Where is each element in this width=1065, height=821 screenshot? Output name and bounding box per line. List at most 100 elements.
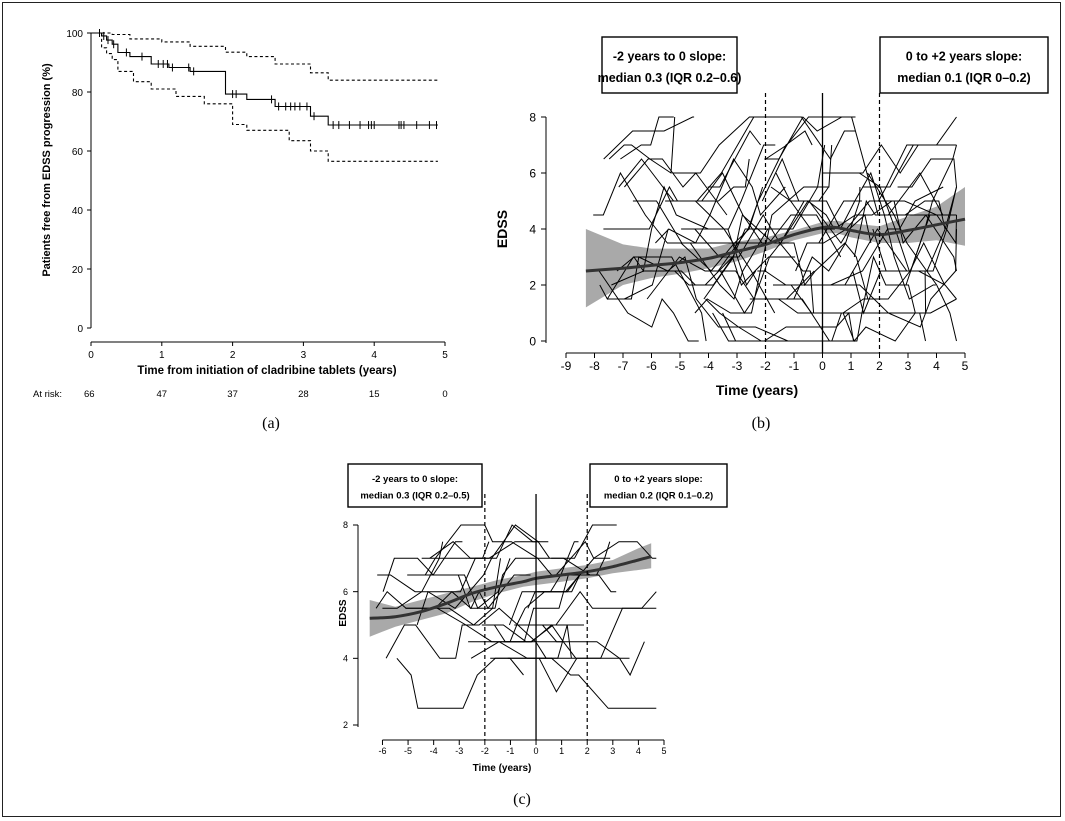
panel-b-patient-trajectory [765,116,856,160]
panel-c-patient-trajectory [385,607,547,659]
panel-b-ytick-label: 4 [529,222,536,236]
a-at-risk-value: 47 [157,389,168,400]
panel-c-patient-trajectory [490,657,657,709]
c-ylabel: EDSS [338,599,349,627]
panel-c-patient-trajectory [382,541,463,592]
panel-c-annotation-right-line1: 0 to +2 years slope: [614,474,702,485]
panel-b-patient-trajectory [761,157,936,300]
a-ytick-label: 80 [72,88,84,99]
panel-c-patient-trajectory [508,541,579,626]
panel-c-patient-trajectory [457,541,611,609]
panel-c-patient-trajectory [416,524,551,626]
a-at-risk-value: 66 [84,389,95,400]
a-ylabel: Patients free from EDSS progression (%) [41,63,53,277]
panel-b-patient-trajectory [655,157,786,244]
a-ytick-label: 60 [72,147,84,158]
panel-b-xtick-label: -3 [732,359,743,373]
a-at-risk-value: 37 [227,389,238,400]
panel-b-xtick-label: -8 [589,359,600,373]
panel-c-xtick-label: -3 [455,746,463,756]
panel-b-xtick-label: 0 [819,359,826,373]
panel-b-xtick-label: -1 [789,359,800,373]
panel-c-xtick-label: -5 [404,746,412,756]
panel-b-patient-trajectory [672,116,856,174]
b-xlabel: Time (years) [716,382,798,398]
panel-b-annotation-left-line2: median 0.3 (IQR 0.2–0.6) [598,71,742,85]
panel-b-xtick-label: 1 [848,359,855,373]
a-at-risk-value: 28 [298,389,309,400]
panel-c-patient-trajectory [507,624,572,659]
a-ytick-label: 100 [66,29,83,40]
panel-b-xtick-label: 4 [933,359,940,373]
panel-c-ytick-label: 2 [343,720,348,730]
panel-b-patient-trajectory [593,171,668,244]
panel-b-patient-trajectory [749,255,916,342]
panel-b-annotation-right [879,36,1049,94]
panel-b-annotation-right-line2: median 0.1 (IQR 0–0.2) [897,71,1030,85]
panel-b-mean-curve [585,217,966,273]
panel-b-patient-trajectory [703,214,869,300]
panel-b-xtick-label: 3 [905,359,912,373]
panel-c-annotation-right-line2: median 0.2 (IQR 0.1–0.2) [604,490,713,501]
panel-b-ytick-label: 8 [529,110,536,124]
panel-b-xtick-label: 2 [876,359,883,373]
panel-b-patient-trajectory [681,228,757,287]
c-xlabel: Time (years) [473,763,532,774]
a-ci-line [91,32,438,162]
panel-b-patient-trajectory [624,228,669,300]
panel-b-patient-trajectory [793,186,861,300]
panel-c-xtick-label: -1 [506,746,514,756]
panel-b-patient-trajectory [705,298,850,342]
panel-c-patient-trajectory [375,574,531,610]
panel-c-ytick-label: 4 [343,654,348,664]
a-ytick-label: 40 [72,206,84,217]
a-at-risk-label: At risk: [33,389,62,400]
panel-c-xtick-label: 2 [585,746,590,756]
a-xtick-label: 2 [230,350,236,361]
panel-b-xtick-label: -6 [646,359,657,373]
panel-c-patient-trajectory [538,591,657,693]
a-at-risk-value: 0 [442,389,447,400]
panel-b-patient-trajectory [853,199,957,272]
a-xtick-label: 4 [371,350,377,361]
panel-c-annotation-left-line1: -2 years to 0 slope: [372,474,458,485]
a-xtick-label: 3 [301,350,307,361]
panel-b-trajectories [593,116,957,342]
panel-b-patient-trajectory [831,228,957,328]
panel-b-ytick-label: 2 [529,278,536,292]
panel-b-xtick-label: 5 [962,359,969,373]
panel-c-patient-trajectory [551,524,617,559]
panel-b-patient-trajectory [821,144,919,174]
panel-c-patient-trajectory [396,657,524,709]
panel-b-patient-trajectory [665,158,750,202]
panel-b-patient-trajectory [712,312,842,342]
panel-c-xtick-label: 5 [661,746,666,756]
panel-c-annotation-left [347,463,483,508]
panel-c-mean-curve [369,555,652,620]
panel-b-annotation-left [601,36,738,94]
panel-c-ytick-label: 8 [343,520,348,530]
panel-b-patient-trajectory [667,228,769,300]
panel-b-patient-trajectory [599,256,707,342]
panel-b-xtick-label: -9 [561,359,572,373]
panel-c-patient-trajectory [437,607,577,659]
panel-c-xtick-label: -4 [430,746,438,756]
panel-c-label: (c) [513,791,531,808]
panel-b-label: (b) [752,415,771,432]
panel-b-ytick-label: 6 [529,166,536,180]
panel-b-patient-trajectory [603,185,678,230]
panel-c-xtick-label: -2 [481,746,489,756]
panel-c-patient-trajectory [470,641,630,659]
a-xtick-label: 1 [159,350,165,361]
panel-b-patient-trajectory [903,270,957,300]
panel-c-patient-trajectory [542,624,645,677]
panel-c-xtick-label: 3 [610,746,615,756]
panel-c-xtick-label: 1 [559,746,564,756]
panel-b-patient-trajectory [608,116,676,174]
panel-c-xtick-label: -6 [378,746,386,756]
panel-b-ci-band [585,187,965,308]
a-ci-line [91,32,438,81]
panel-c-xtick-label: 4 [636,746,641,756]
